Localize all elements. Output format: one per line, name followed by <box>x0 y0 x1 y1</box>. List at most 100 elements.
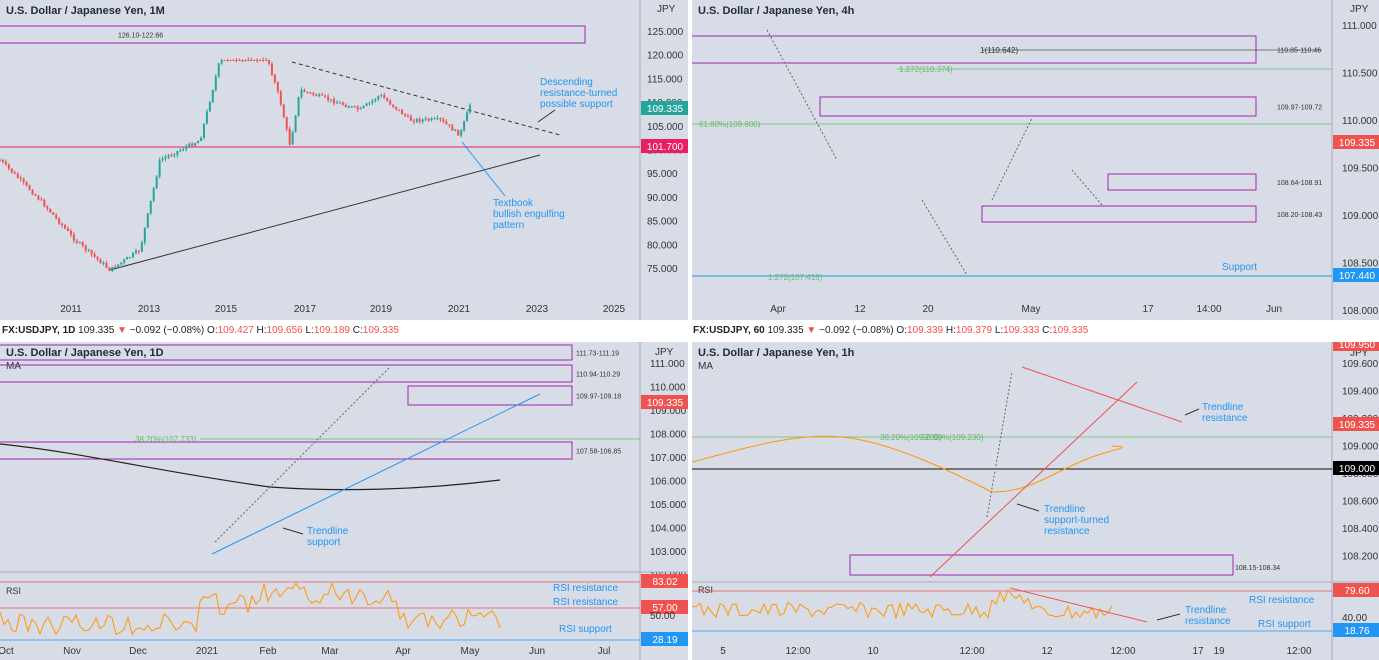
price-label: 109.000 <box>1342 211 1379 222</box>
price-tag-label: 109.335 <box>647 398 684 409</box>
candle <box>448 124 451 126</box>
candle <box>276 82 279 92</box>
price-tag-label: 101.700 <box>647 142 684 153</box>
candle <box>244 60 247 61</box>
rsi-trendline <box>1009 587 1148 623</box>
candle <box>176 151 179 155</box>
candle <box>4 161 7 165</box>
panel-title: U.S. Dollar / Japanese Yen, 1D <box>6 347 164 359</box>
candle <box>214 76 217 91</box>
candle <box>161 158 164 161</box>
rsi-line <box>0 581 501 636</box>
rsi-axis-label: 50.00 <box>650 611 675 622</box>
annotation: support <box>307 537 341 548</box>
candle <box>403 114 406 116</box>
candle <box>389 101 392 105</box>
fib-label: 38.20%(107.733) <box>135 435 197 444</box>
candle <box>69 230 72 235</box>
price-tag <box>641 574 688 588</box>
time-label: 2019 <box>370 304 393 315</box>
candle <box>34 194 37 196</box>
candle <box>58 218 61 224</box>
candle <box>347 106 350 108</box>
candle <box>421 119 424 122</box>
time-label: 14:00 <box>1196 304 1221 315</box>
trendline <box>1021 366 1183 423</box>
candle <box>72 234 75 241</box>
time-label: 12 <box>854 304 866 315</box>
price-label: 107.000 <box>650 453 687 464</box>
candle <box>120 262 123 265</box>
annotation: Trendline <box>1185 605 1227 616</box>
time-label: May <box>461 646 480 657</box>
chart-panel-daily[interactable]: U.S. Dollar / Japanese Yen, 1D MA JPY 11… <box>0 342 688 660</box>
candle <box>267 60 270 64</box>
ma-legend: MA <box>6 361 21 372</box>
candle <box>279 91 282 105</box>
candle <box>353 106 356 108</box>
candle <box>344 104 347 108</box>
candle <box>380 95 383 97</box>
price-tag <box>1333 417 1379 431</box>
rsi-label: RSI <box>698 585 713 595</box>
zone-box <box>0 25 586 44</box>
candle <box>439 118 442 120</box>
price-tag <box>641 139 688 153</box>
candle <box>466 112 469 122</box>
candle <box>52 212 55 215</box>
zone-label: 110.94-110.29 <box>576 372 620 379</box>
price-label: 80.000 <box>647 240 678 251</box>
candle <box>350 106 353 108</box>
candle <box>164 157 167 159</box>
candle <box>202 123 205 138</box>
candle <box>306 91 309 93</box>
annotation: Trendline <box>1202 402 1244 413</box>
candle <box>315 94 318 97</box>
candle <box>126 257 129 260</box>
candle <box>324 95 327 97</box>
time-label: 2023 <box>526 304 549 315</box>
time-label: Apr <box>395 646 411 657</box>
chart-canvas: 125.000120.000115.000110.000105.000100.0… <box>0 0 688 320</box>
price-tag-label: 18.76 <box>1344 626 1369 637</box>
annotation-arrow <box>1184 408 1200 416</box>
price-label: 111.000 <box>650 359 685 370</box>
annotation: possible support <box>540 99 613 110</box>
price-unit: JPY <box>655 347 674 358</box>
candle <box>395 106 398 110</box>
time-label: 2017 <box>294 304 317 315</box>
candle <box>43 199 46 207</box>
candle <box>208 102 211 112</box>
trendline <box>211 393 541 555</box>
candle <box>146 213 149 228</box>
chart-panel-1h[interactable]: U.S. Dollar / Japanese Yen, 1h MA JPY 10… <box>692 342 1379 660</box>
candle <box>424 118 427 120</box>
candle <box>362 105 365 108</box>
price-label: 75.000 <box>647 264 678 275</box>
candle <box>309 92 312 94</box>
chart-canvas: 109.600109.400109.200109.000108.800108.6… <box>692 342 1379 660</box>
candle <box>338 102 341 104</box>
candle <box>318 94 321 97</box>
chart-panel-monthly[interactable]: U.S. Dollar / Japanese Yen, 1M JPY 125.0… <box>0 0 688 320</box>
price-label: 108.200 <box>1342 552 1379 563</box>
fib-guide <box>214 366 391 543</box>
price-tag-label: 79.60 <box>1344 586 1369 597</box>
candle <box>368 102 371 104</box>
candle <box>114 266 117 268</box>
candle <box>377 96 380 100</box>
candle <box>356 106 359 110</box>
candle <box>256 60 259 61</box>
chart-panel-4h[interactable]: U.S. Dollar / Japanese Yen, 4h JPY 111.0… <box>692 0 1379 320</box>
candle <box>200 137 203 142</box>
candle <box>217 63 220 77</box>
candle <box>273 75 276 83</box>
candle <box>173 154 176 156</box>
time-label: 17 <box>1192 646 1204 657</box>
candle <box>108 267 111 271</box>
annotation: Descending <box>540 77 593 88</box>
zone-box <box>1107 173 1257 191</box>
fib-guide <box>766 29 838 161</box>
price-tag <box>641 632 688 646</box>
zone-box <box>849 554 1234 576</box>
